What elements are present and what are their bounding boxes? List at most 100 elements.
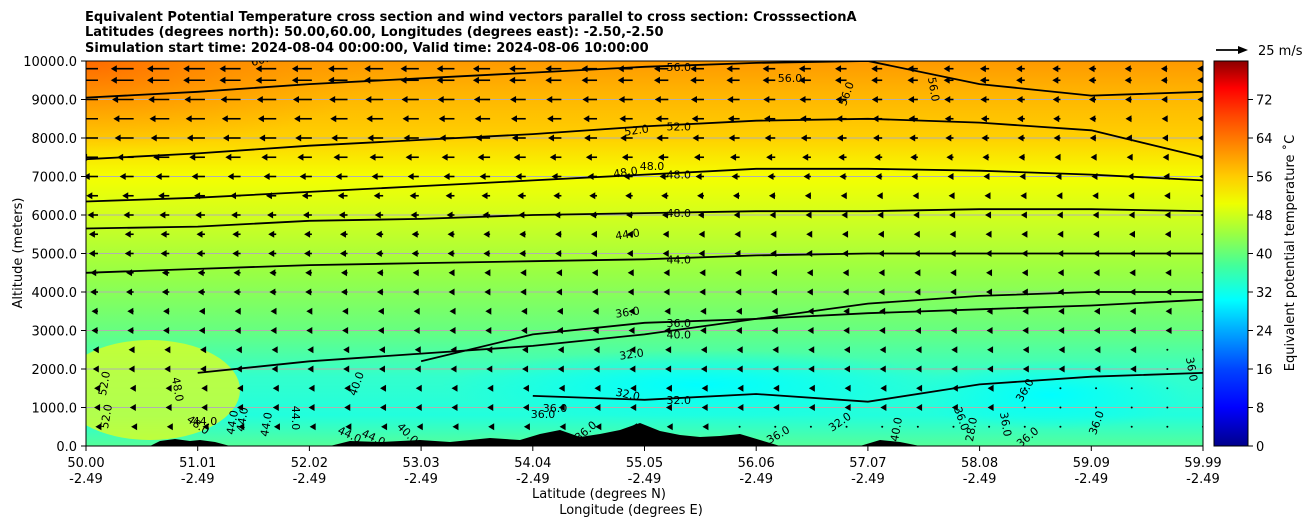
wind-vector-head — [271, 365, 278, 373]
y-tick-label: 9000.0 — [32, 94, 78, 109]
wind-vector-head — [232, 250, 239, 257]
wind-vector-head — [844, 384, 851, 392]
wind-vector-head — [798, 65, 805, 73]
wind-vector-head — [449, 327, 456, 334]
wind-vector-head — [522, 346, 529, 354]
wind-vector-head — [838, 153, 845, 161]
wind-vector-head — [308, 404, 315, 411]
wind-vector-head — [735, 288, 742, 296]
wind-vector-head — [1052, 65, 1059, 73]
wind-vector-head — [1092, 211, 1099, 219]
wind-vector-head — [91, 307, 98, 315]
wind-vector-head — [771, 307, 778, 315]
wind-vector-head — [910, 153, 917, 161]
wind-vector-head — [1022, 307, 1029, 315]
wind-vector-head — [164, 365, 171, 373]
wind-vector-head — [986, 269, 993, 277]
wind-vector-head — [159, 211, 166, 219]
wind-vector-head — [1021, 269, 1028, 277]
wind-vector-head — [343, 365, 350, 373]
wind-vector-head — [843, 365, 850, 373]
wind-vector-head — [225, 153, 232, 161]
wind-vector-head — [124, 230, 131, 238]
wind-vector-head — [808, 346, 815, 354]
wind-vector-head — [665, 346, 672, 354]
wind-vector-head — [342, 327, 349, 334]
wind-vector-head — [699, 269, 706, 277]
wind-vector-head — [414, 365, 421, 373]
wind-vector-head — [165, 384, 172, 392]
wind-vector-head — [381, 423, 388, 431]
wind-vector-head — [879, 346, 886, 354]
wind-vector-head — [871, 65, 878, 73]
wind-vector-head — [843, 307, 850, 315]
x-tick-label-lon: -2.49 — [1186, 472, 1220, 487]
wind-vector-head — [86, 192, 93, 200]
wind-vector-head — [980, 96, 987, 103]
wind-vector-head — [764, 115, 771, 123]
warm-surface-region — [86, 340, 240, 440]
wind-vector-head — [1160, 65, 1167, 73]
wind-vector-head — [980, 115, 987, 123]
wind-vector-head — [183, 65, 190, 73]
wind-vector-head — [291, 76, 298, 84]
wind-vector-head — [268, 230, 275, 238]
wind-vector-head — [880, 404, 887, 411]
wind-vector-head — [448, 269, 455, 277]
wind-vector-head — [840, 192, 847, 200]
wind-vector-head — [1197, 115, 1203, 122]
wind-vector-head — [1129, 327, 1136, 334]
wind-vector-head — [94, 384, 101, 392]
wind-vector-head — [518, 211, 525, 219]
wind-vector-head — [1164, 250, 1171, 257]
wind-vector-head — [232, 230, 239, 238]
wind-vector-head — [986, 288, 993, 296]
y-tick-label: 2000.0 — [32, 363, 78, 378]
wind-vector-head — [1020, 192, 1027, 200]
wind-vector-head — [238, 423, 245, 431]
colorbar-tick-label: 8 — [1256, 402, 1264, 417]
x-tick-label-lon: -2.49 — [181, 472, 215, 487]
wind-vector-head — [556, 288, 563, 296]
wind-vector-head — [269, 288, 276, 296]
wind-vector-head — [475, 134, 482, 142]
wind-vector-head — [909, 134, 916, 142]
wind-vector-head — [876, 192, 883, 200]
wind-vector-head — [1019, 173, 1026, 180]
wind-vector-head — [371, 173, 378, 180]
wind-vector-head — [522, 404, 529, 411]
contour-label: 48.0 — [667, 207, 692, 220]
wind-vector-head — [628, 307, 635, 315]
wind-vector-head — [161, 269, 168, 277]
wind-vector-head — [1057, 230, 1064, 238]
wind-vector-head — [878, 288, 885, 296]
wind-vector-head — [874, 153, 881, 161]
wind-vector-head — [987, 404, 994, 411]
wind-vector-head — [553, 192, 560, 200]
contour-line-32 — [532, 372, 1203, 403]
wind-vector — [738, 425, 741, 428]
wind-vector-head — [1199, 174, 1203, 179]
wind-vector-head — [913, 250, 920, 257]
wind-vector-head — [1130, 365, 1137, 373]
wind-vector-head — [661, 192, 668, 200]
contour-line-56 — [86, 61, 1203, 99]
wind-vector-head — [945, 134, 952, 142]
wind-vector-head — [835, 96, 842, 103]
wind-vector-head — [701, 404, 708, 411]
wind-vector-head — [114, 134, 121, 142]
wind-vector-head — [800, 115, 807, 123]
wind-vector-head — [726, 65, 733, 73]
wind-vector-head — [591, 288, 598, 296]
wind-vector-head — [380, 384, 387, 392]
wind-vector-head — [593, 346, 600, 354]
wind-vector-head — [147, 76, 154, 84]
wind-vector-head — [877, 211, 884, 219]
wind-vector-head — [1163, 173, 1170, 180]
wind-vector-head — [1128, 211, 1135, 219]
wind-vector-head — [1200, 232, 1203, 236]
wind-vector-head — [400, 65, 407, 73]
wind-vector-head — [880, 384, 887, 392]
wind-vector-head — [630, 404, 637, 411]
x-tick-label-lat: 57.07 — [849, 456, 886, 471]
